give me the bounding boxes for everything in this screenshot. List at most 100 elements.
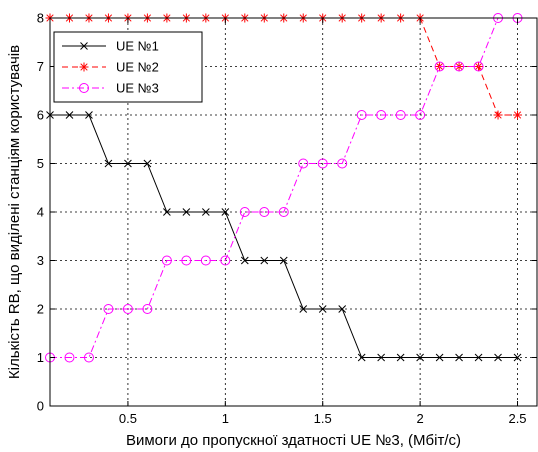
- marker-stroke: [494, 111, 502, 119]
- y-tick-label: 2: [37, 302, 44, 317]
- legend-entry: UE №3: [62, 81, 159, 96]
- data-point: [338, 305, 347, 313]
- marker-circle: [356, 110, 367, 120]
- data-point: [299, 305, 308, 313]
- data-point: [493, 110, 503, 120]
- data-point: [513, 110, 523, 120]
- y-tick-label: 8: [37, 11, 44, 26]
- marker-circle: [161, 255, 172, 266]
- data-point: [474, 353, 483, 362]
- marker-stroke: [221, 208, 230, 216]
- marker-circle: [395, 110, 406, 120]
- marker-circle: [454, 61, 465, 72]
- x-axis-label: Вимоги до пропускної здатності UE №3, (М…: [126, 432, 461, 449]
- data-point: [220, 255, 231, 266]
- marker-circle: [200, 255, 211, 266]
- marker-circle: [376, 110, 387, 120]
- data-point: [103, 304, 114, 314]
- legend-entry: UE №2: [62, 60, 159, 75]
- data-point: [454, 61, 465, 72]
- legend-label: UE №2: [116, 60, 159, 75]
- marker-stroke: [80, 63, 88, 71]
- marker-stroke: [377, 353, 386, 362]
- data-point: [182, 208, 191, 216]
- marker-stroke: [474, 353, 483, 362]
- marker-stroke: [85, 111, 93, 119]
- marker-stroke: [240, 256, 249, 265]
- x-tick-label: 2: [417, 411, 424, 426]
- data-point: [473, 61, 484, 72]
- ticks: 0.5 1 1.5 2 2.5 0 1 2 3 4 5 6 7 8: [37, 11, 537, 426]
- marker-stroke: [163, 208, 171, 216]
- marker-stroke: [80, 42, 88, 50]
- legend-label: UE №3: [116, 81, 159, 96]
- marker-circle: [83, 352, 94, 363]
- marker-stroke: [513, 111, 522, 119]
- data-point: [161, 255, 172, 266]
- marker-stroke: [318, 305, 327, 313]
- legend-entry: UE №1: [62, 39, 159, 54]
- data-point: [279, 256, 288, 265]
- data-point: [143, 159, 152, 168]
- legend-marker: [79, 62, 89, 72]
- marker-circle: [103, 304, 114, 314]
- data-point: [181, 255, 192, 266]
- marker-circle: [239, 207, 250, 217]
- marker-stroke: [338, 305, 347, 313]
- y-tick-label: 0: [37, 399, 44, 414]
- marker-circle: [278, 207, 289, 217]
- y-tick-label: 1: [37, 350, 44, 365]
- marker-stroke: [513, 353, 522, 362]
- marker-stroke: [435, 353, 444, 362]
- marker-stroke: [104, 159, 113, 168]
- marker-stroke: [143, 159, 152, 168]
- legend-label: UE №1: [116, 39, 159, 54]
- marker-circle: [142, 304, 153, 314]
- data-point: [435, 353, 444, 362]
- data-point: [494, 353, 502, 362]
- marker-circle: [181, 255, 192, 266]
- y-tick-label: 4: [37, 205, 44, 220]
- x-tick-label: 1.5: [314, 411, 332, 426]
- data-point: [239, 207, 250, 217]
- data-point: [83, 352, 94, 363]
- marker-circle: [317, 158, 328, 169]
- data-point: [163, 208, 171, 216]
- data-point: [337, 158, 348, 169]
- data-point: [124, 159, 132, 168]
- data-point: [278, 207, 289, 217]
- legend-marker: [80, 42, 88, 50]
- data-point: [298, 158, 309, 169]
- data-point: [65, 111, 74, 119]
- marker-stroke: [494, 353, 502, 362]
- data-point: [201, 208, 210, 216]
- data-point: [122, 304, 133, 314]
- data-point: [259, 207, 270, 217]
- legend-marker: [79, 83, 89, 93]
- marker-stroke: [357, 353, 366, 362]
- y-tick-label: 6: [37, 108, 44, 123]
- marker-circle: [259, 207, 270, 217]
- series-line: [50, 17, 518, 358]
- marker-circle: [122, 304, 133, 314]
- x-tick-label: 1: [222, 411, 229, 426]
- marker-stroke: [279, 256, 288, 265]
- data-point: [200, 255, 211, 266]
- data-point: [317, 158, 328, 169]
- data-point: [64, 352, 75, 363]
- marker-stroke: [65, 111, 74, 119]
- marker-stroke: [124, 159, 132, 168]
- marker-circle: [64, 352, 75, 363]
- marker-circle: [473, 61, 484, 72]
- y-tick-label: 3: [37, 253, 44, 268]
- marker-circle: [79, 83, 89, 93]
- marker-stroke: [299, 305, 308, 313]
- marker-stroke: [455, 353, 463, 362]
- y-axis-label: Кількість RB, що виділені станціям корис…: [6, 45, 23, 379]
- data-point: [240, 256, 249, 265]
- data-point: [395, 110, 406, 120]
- data-point: [455, 353, 463, 362]
- marker-circle: [337, 158, 348, 169]
- marker-circle: [434, 61, 445, 72]
- marker-circle: [220, 255, 231, 266]
